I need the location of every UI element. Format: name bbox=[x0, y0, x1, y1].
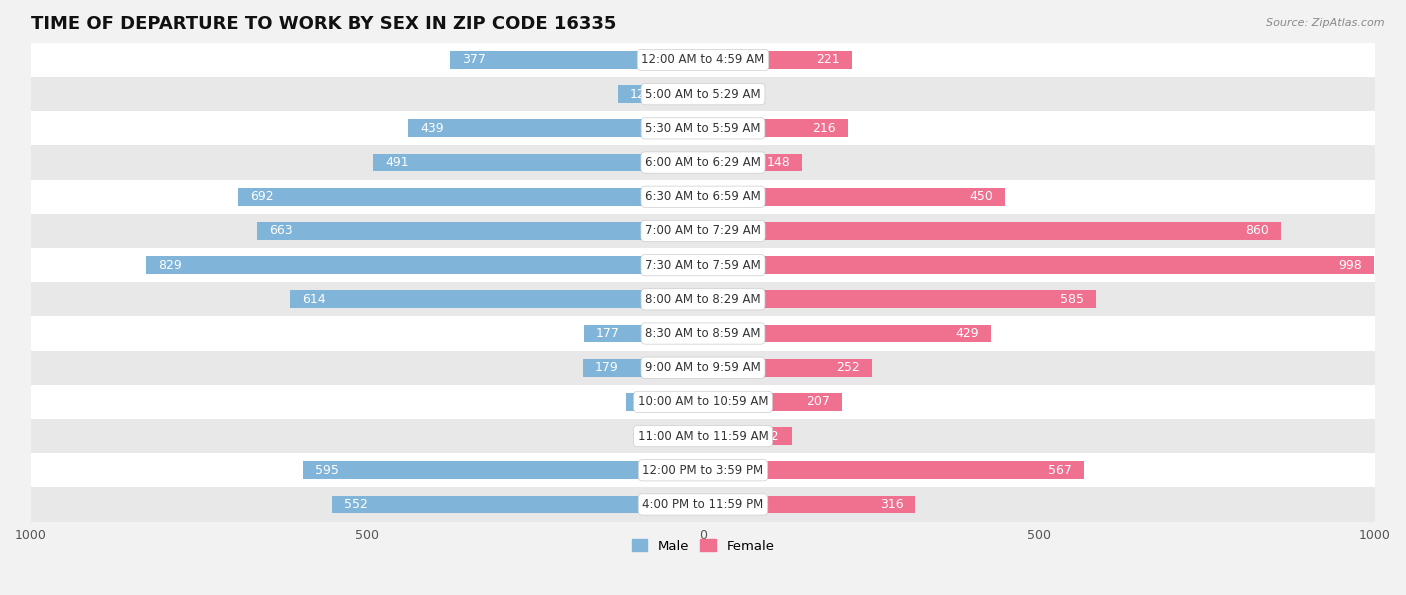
Text: 316: 316 bbox=[880, 498, 903, 511]
Bar bbox=[31, 453, 1375, 487]
Bar bbox=[373, 154, 703, 171]
Text: 663: 663 bbox=[270, 224, 292, 237]
Text: 179: 179 bbox=[595, 361, 619, 374]
Bar bbox=[703, 461, 1084, 479]
Bar bbox=[291, 290, 703, 308]
Bar bbox=[703, 120, 848, 137]
Text: 585: 585 bbox=[1060, 293, 1084, 306]
Bar bbox=[703, 154, 803, 171]
Bar bbox=[31, 180, 1375, 214]
Bar bbox=[703, 290, 1097, 308]
Text: 429: 429 bbox=[956, 327, 979, 340]
Text: 8:00 AM to 8:29 AM: 8:00 AM to 8:29 AM bbox=[645, 293, 761, 306]
Bar bbox=[31, 419, 1375, 453]
Bar bbox=[703, 427, 792, 445]
Text: 595: 595 bbox=[315, 464, 339, 477]
Text: 5:00 AM to 5:29 AM: 5:00 AM to 5:29 AM bbox=[645, 87, 761, 101]
Bar bbox=[583, 325, 703, 342]
Bar bbox=[703, 496, 915, 513]
Bar bbox=[31, 350, 1375, 385]
Bar bbox=[31, 214, 1375, 248]
Bar bbox=[703, 188, 1005, 206]
Text: 439: 439 bbox=[420, 122, 444, 135]
Bar bbox=[626, 393, 703, 411]
Bar bbox=[617, 85, 703, 103]
Text: 567: 567 bbox=[1047, 464, 1071, 477]
Text: 12:00 PM to 3:59 PM: 12:00 PM to 3:59 PM bbox=[643, 464, 763, 477]
Text: 11:00 AM to 11:59 AM: 11:00 AM to 11:59 AM bbox=[638, 430, 768, 443]
Bar bbox=[703, 85, 741, 103]
Bar bbox=[31, 282, 1375, 317]
Text: 7:30 AM to 7:59 AM: 7:30 AM to 7:59 AM bbox=[645, 259, 761, 272]
Bar bbox=[703, 325, 991, 342]
Bar bbox=[31, 145, 1375, 180]
Text: 614: 614 bbox=[302, 293, 326, 306]
Text: 57: 57 bbox=[748, 87, 763, 101]
Text: 12:00 AM to 4:59 AM: 12:00 AM to 4:59 AM bbox=[641, 54, 765, 67]
Text: 177: 177 bbox=[596, 327, 620, 340]
Bar bbox=[31, 317, 1375, 350]
Bar bbox=[703, 222, 1281, 240]
Bar bbox=[31, 77, 1375, 111]
Text: 127: 127 bbox=[630, 87, 654, 101]
Text: 148: 148 bbox=[766, 156, 790, 169]
Text: 7:00 AM to 7:29 AM: 7:00 AM to 7:29 AM bbox=[645, 224, 761, 237]
Text: 552: 552 bbox=[344, 498, 368, 511]
Text: 6:00 AM to 6:29 AM: 6:00 AM to 6:29 AM bbox=[645, 156, 761, 169]
Bar bbox=[450, 51, 703, 69]
Text: 4:00 PM to 11:59 PM: 4:00 PM to 11:59 PM bbox=[643, 498, 763, 511]
Text: 450: 450 bbox=[970, 190, 993, 203]
Text: 216: 216 bbox=[813, 122, 837, 135]
Text: 10:00 AM to 10:59 AM: 10:00 AM to 10:59 AM bbox=[638, 396, 768, 408]
Bar bbox=[655, 427, 703, 445]
Bar bbox=[31, 43, 1375, 77]
Text: 377: 377 bbox=[461, 54, 485, 67]
Bar bbox=[146, 256, 703, 274]
Text: 71: 71 bbox=[633, 430, 648, 443]
Text: 8:30 AM to 8:59 AM: 8:30 AM to 8:59 AM bbox=[645, 327, 761, 340]
Bar bbox=[257, 222, 703, 240]
Bar bbox=[304, 461, 703, 479]
Bar bbox=[31, 385, 1375, 419]
Bar bbox=[31, 248, 1375, 282]
Text: 252: 252 bbox=[837, 361, 860, 374]
Bar bbox=[332, 496, 703, 513]
Bar bbox=[703, 256, 1374, 274]
Bar bbox=[238, 188, 703, 206]
Bar bbox=[703, 359, 872, 377]
Text: 998: 998 bbox=[1339, 259, 1361, 272]
Bar bbox=[703, 393, 842, 411]
Text: 860: 860 bbox=[1244, 224, 1268, 237]
Bar bbox=[31, 487, 1375, 522]
Text: 5:30 AM to 5:59 AM: 5:30 AM to 5:59 AM bbox=[645, 122, 761, 135]
Bar bbox=[703, 51, 852, 69]
Bar bbox=[31, 111, 1375, 145]
Text: 491: 491 bbox=[385, 156, 409, 169]
Text: 692: 692 bbox=[250, 190, 274, 203]
Text: TIME OF DEPARTURE TO WORK BY SEX IN ZIP CODE 16335: TIME OF DEPARTURE TO WORK BY SEX IN ZIP … bbox=[31, 15, 616, 33]
Text: 829: 829 bbox=[157, 259, 181, 272]
Text: 6:30 AM to 6:59 AM: 6:30 AM to 6:59 AM bbox=[645, 190, 761, 203]
Text: 221: 221 bbox=[815, 54, 839, 67]
Bar bbox=[408, 120, 703, 137]
Text: 132: 132 bbox=[756, 430, 779, 443]
Text: 115: 115 bbox=[638, 396, 662, 408]
Legend: Male, Female: Male, Female bbox=[626, 534, 780, 558]
Text: Source: ZipAtlas.com: Source: ZipAtlas.com bbox=[1267, 18, 1385, 28]
Text: 207: 207 bbox=[806, 396, 830, 408]
Text: 9:00 AM to 9:59 AM: 9:00 AM to 9:59 AM bbox=[645, 361, 761, 374]
Bar bbox=[582, 359, 703, 377]
